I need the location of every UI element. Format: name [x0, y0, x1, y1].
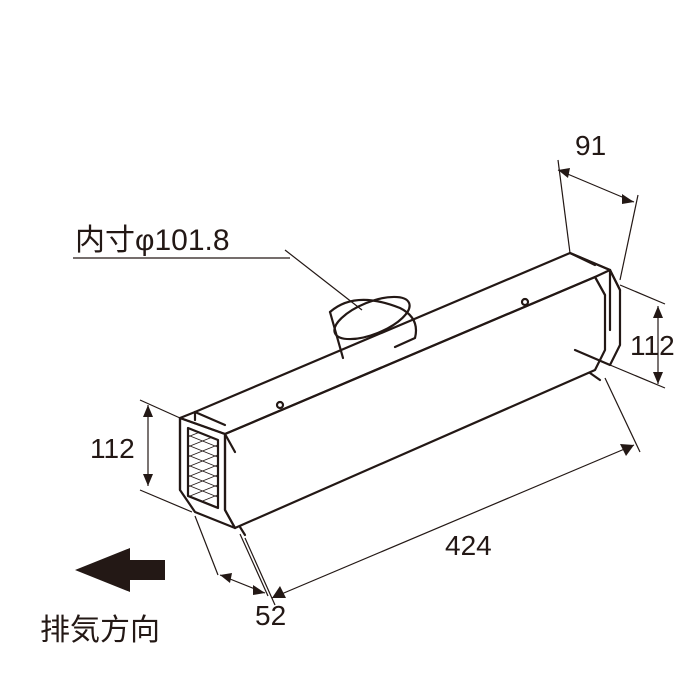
technical-drawing: 91 112 424 52 112 内寸φ101.	[0, 0, 700, 700]
dim-left-value: 112	[90, 433, 135, 464]
arrow-icon	[75, 548, 165, 592]
exhaust-direction-text: 排気方向	[40, 614, 160, 647]
dim-right-value: 112	[630, 330, 675, 361]
inner-diameter-label: 内寸φ101.8	[73, 224, 362, 310]
dimension-bottom-52: 52	[195, 516, 286, 631]
mesh-hatch	[175, 420, 230, 522]
dim-length-value: 424	[445, 530, 492, 561]
duct-body	[175, 253, 620, 535]
dim-bwidth-value: 52	[255, 600, 286, 631]
dim-top-value: 91	[575, 130, 606, 161]
dimension-bottom-424: 424	[245, 378, 640, 605]
dimension-top-91: 91	[558, 130, 638, 280]
exhaust-direction: 排気方向	[40, 548, 165, 647]
inner-diameter-text: 内寸φ101.8	[75, 224, 230, 257]
dimension-left-112: 112	[90, 400, 192, 512]
